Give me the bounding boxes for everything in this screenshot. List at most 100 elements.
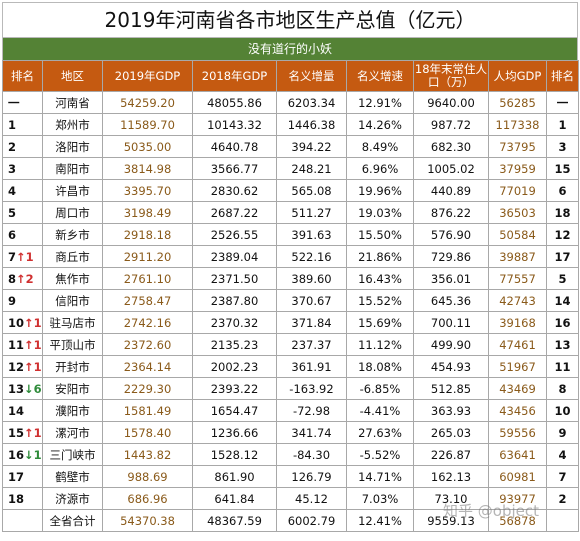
rank-up-indicator: ↑1 <box>24 337 42 352</box>
table-row: 12↑1 开封市 2364.14 2002.23 361.91 18.08% 454.93 5… <box>2 355 579 378</box>
gdp-2019-cell: 54259.20 <box>102 91 193 114</box>
region-cell: 新乡市 <box>42 223 103 246</box>
gdp-2019-cell: 1581.49 <box>102 399 193 422</box>
region-cell: 鹤壁市 <box>42 465 103 488</box>
gdp-per-capita-cell: 56878 <box>488 509 547 532</box>
nominal-increase-cell: 248.21 <box>276 157 347 180</box>
rank-cell: 17 <box>2 465 43 488</box>
population-cell: 9640.00 <box>413 91 489 114</box>
gdp-per-capita-cell: 43469 <box>488 377 547 400</box>
region-cell: 郑州市 <box>42 113 103 136</box>
gdp-2019-cell: 2364.14 <box>102 355 193 378</box>
gdp-2019-cell: 988.69 <box>102 465 193 488</box>
nominal-increase-cell: -72.98 <box>276 399 347 422</box>
rank-per-capita-cell: 6 <box>546 179 579 202</box>
nominal-increase-cell: 341.74 <box>276 421 347 444</box>
rank-number: 2 <box>8 139 17 154</box>
gdp-2018-cell: 2135.23 <box>192 333 277 356</box>
table-row: 13↓6 安阳市 2229.30 2393.22 -163.92 -6.85% 512.85… <box>2 377 579 400</box>
gdp-per-capita-cell: 73795 <box>488 135 547 158</box>
gdp-per-capita-cell: 63641 <box>488 443 547 466</box>
nominal-growth-cell: 12.91% <box>346 91 414 114</box>
nominal-increase-cell: 511.27 <box>276 201 347 224</box>
region-cell: 漯河市 <box>42 421 103 444</box>
table-row: 2 洛阳市 5035.00 4640.78 394.22 8.49% 682.30 73795… <box>2 135 579 158</box>
rank-per-capita-cell: 一 <box>546 91 579 114</box>
region-cell: 济源市 <box>42 487 103 510</box>
rank-per-capita-cell: 9 <box>546 421 579 444</box>
gdp-2018-cell: 1654.47 <box>192 399 277 422</box>
header-rank-per-capita: 排名 <box>546 60 579 92</box>
gdp-2018-cell: 1528.12 <box>192 443 277 466</box>
table-row: 4 许昌市 3395.70 2830.62 565.08 19.96% 440.89 7701… <box>2 179 579 202</box>
gdp-2018-cell: 2370.32 <box>192 311 277 334</box>
population-cell: 700.11 <box>413 311 489 334</box>
nominal-increase-cell: 6002.79 <box>276 509 347 532</box>
header-nominal-increase: 名义增量 <box>276 60 347 92</box>
table-row: 8↑2 焦作市 2761.10 2371.50 389.60 16.43% 356.01 77… <box>2 267 579 290</box>
nominal-growth-cell: 18.08% <box>346 355 414 378</box>
header-gdp-per-capita: 人均GDP <box>488 60 547 92</box>
nominal-growth-cell: 14.26% <box>346 113 414 136</box>
population-cell: 356.01 <box>413 267 489 290</box>
nominal-growth-cell: 12.41% <box>346 509 414 532</box>
table-row: 11↑1 平顶山市 2372.60 2135.23 237.37 11.12% 499.90… <box>2 333 579 356</box>
gdp-2019-cell: 2229.30 <box>102 377 193 400</box>
nominal-growth-cell: 19.96% <box>346 179 414 202</box>
table-row: 14 濮阳市 1581.49 1654.47 -72.98 -4.41% 363.93 434… <box>2 399 579 422</box>
gdp-per-capita-cell: 60981 <box>488 465 547 488</box>
nominal-increase-cell: 126.79 <box>276 465 347 488</box>
rank-per-capita-cell: 8 <box>546 377 579 400</box>
gdp-per-capita-cell: 42743 <box>488 289 547 312</box>
nominal-growth-cell: 16.43% <box>346 267 414 290</box>
gdp-2018-cell: 48367.59 <box>192 509 277 532</box>
rank-per-capita-cell: 18 <box>546 201 579 224</box>
rank-cell: 2 <box>2 135 43 158</box>
rank-cell: 1 <box>2 113 43 136</box>
nominal-increase-cell: 522.16 <box>276 245 347 268</box>
region-cell: 三门峡市 <box>42 443 103 466</box>
rank-up-indicator: ↑2 <box>16 271 34 286</box>
gdp-per-capita-cell: 117338 <box>488 113 547 136</box>
region-cell: 全省合计 <box>42 509 103 532</box>
rank-number: 7 <box>8 249 17 264</box>
gdp-per-capita-cell: 50584 <box>488 223 547 246</box>
rank-cell: 4 <box>2 179 43 202</box>
nominal-increase-cell: -84.30 <box>276 443 347 466</box>
table-row: 6 新乡市 2918.18 2526.55 391.63 15.50% 576.90 5058… <box>2 223 579 246</box>
nominal-growth-cell: 15.69% <box>346 311 414 334</box>
region-cell: 南阳市 <box>42 157 103 180</box>
gdp-2018-cell: 2393.22 <box>192 377 277 400</box>
nominal-increase-cell: 370.67 <box>276 289 347 312</box>
rank-number: 10 <box>8 315 25 330</box>
rank-cell: 10↑1 <box>2 311 43 334</box>
header-population: 18年末常住人口（万） <box>413 60 489 92</box>
table-title: 2019年河南省各市地区生产总值（亿元） <box>2 2 578 37</box>
gdp-2019-cell: 5035.00 <box>102 135 193 158</box>
rank-cell: 8↑2 <box>2 267 43 290</box>
region-cell: 洛阳市 <box>42 135 103 158</box>
gdp-per-capita-cell: 59556 <box>488 421 547 444</box>
gdp-per-capita-cell: 51967 <box>488 355 547 378</box>
gdp-per-capita-cell: 36503 <box>488 201 547 224</box>
rank-per-capita-cell: 11 <box>546 355 579 378</box>
nominal-growth-cell: 21.86% <box>346 245 414 268</box>
rank-number: 16 <box>8 447 25 462</box>
gdp-per-capita-cell: 37959 <box>488 157 547 180</box>
gdp-2018-cell: 10143.32 <box>192 113 277 136</box>
gdp-2018-cell: 3566.77 <box>192 157 277 180</box>
nominal-increase-cell: 565.08 <box>276 179 347 202</box>
rank-number: 15 <box>8 425 25 440</box>
rank-number: 6 <box>8 227 17 242</box>
table-row: 16↓1 三门峡市 1443.82 1528.12 -84.30 -5.52% 226.87… <box>2 443 579 466</box>
rank-cell: 11↑1 <box>2 333 43 356</box>
header-gdp-2019: 2019年GDP <box>102 60 193 92</box>
region-cell: 安阳市 <box>42 377 103 400</box>
nominal-growth-cell: -4.41% <box>346 399 414 422</box>
rank-number: 9 <box>8 293 17 308</box>
nominal-growth-cell: 7.03% <box>346 487 414 510</box>
rank-cell: 16↓1 <box>2 443 43 466</box>
gdp-per-capita-cell: 43456 <box>488 399 547 422</box>
rank-per-capita-cell <box>546 509 579 532</box>
nominal-growth-cell: 8.49% <box>346 135 414 158</box>
